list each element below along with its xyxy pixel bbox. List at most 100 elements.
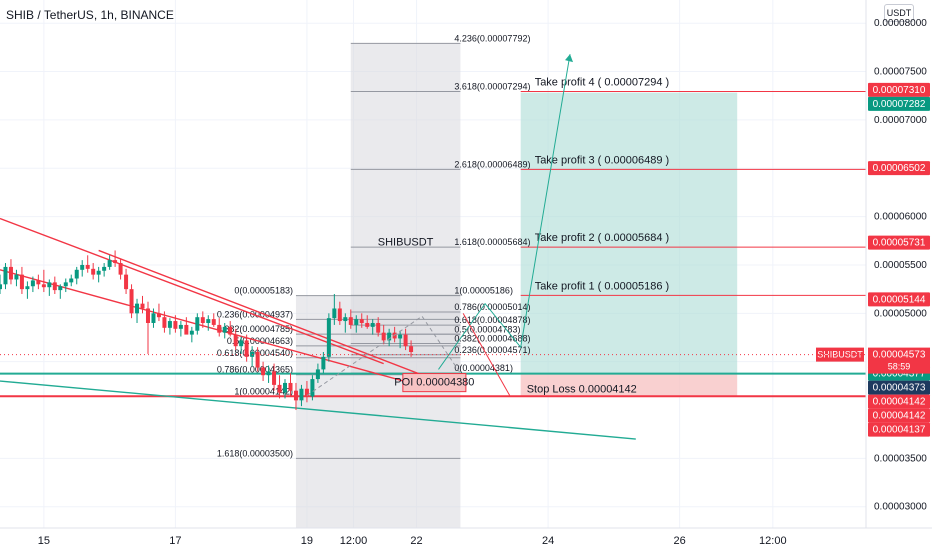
candle-body xyxy=(200,317,205,323)
candle-body xyxy=(0,284,2,290)
price-tag-value: 0.00004142 xyxy=(873,397,926,408)
candle-body xyxy=(118,263,123,275)
price-tag xyxy=(868,422,930,437)
price-tag xyxy=(868,235,930,250)
fib-extension-label: 0.382(0.00004688) xyxy=(454,333,530,343)
candle-body xyxy=(8,266,13,280)
candle-body xyxy=(343,317,348,322)
candle-body xyxy=(47,282,52,288)
candle-body xyxy=(409,346,414,352)
price-axis-tick: 0.00005500 xyxy=(874,260,927,271)
time-axis-tick: 19 xyxy=(301,535,313,547)
candle-body xyxy=(266,371,271,376)
time-axis-tick: 24 xyxy=(542,535,554,547)
fib-level-label: 0(0.00005183) xyxy=(234,286,293,296)
price-tag xyxy=(868,96,930,111)
price-tag xyxy=(868,408,930,423)
candle-body xyxy=(167,321,172,328)
price-tag-value: 0.00004137 xyxy=(873,425,926,436)
price-axis-tick: 0.00008000 xyxy=(874,18,927,29)
fib-level-label: 0.382(0.00004785) xyxy=(217,324,293,334)
time-axis-tick: 22 xyxy=(410,535,422,547)
candle-body xyxy=(145,308,150,323)
take-profit-label: Take profit 2 ( 0.00005684 ) xyxy=(535,232,670,244)
candle-body xyxy=(255,352,260,368)
currency-button[interactable]: USDT xyxy=(884,4,914,22)
candle-body xyxy=(69,278,74,283)
candle-body xyxy=(85,264,90,269)
candle-body xyxy=(195,317,200,331)
candle-body xyxy=(156,313,161,318)
last-price-tag xyxy=(868,347,930,374)
candle-body xyxy=(370,322,375,327)
time-axis-tick: 15 xyxy=(38,535,50,547)
fib-extension-label: 0.786(0.00005014) xyxy=(454,302,530,312)
candle-body xyxy=(277,384,282,393)
candle-body xyxy=(178,324,183,329)
candle-body xyxy=(102,266,107,271)
candle-body xyxy=(326,318,331,357)
candle-body xyxy=(52,282,57,291)
projection-path xyxy=(438,54,571,370)
stop-loss-label: Stop Loss 0.00004142 xyxy=(527,383,637,395)
price-axis-tick: 0.00007000 xyxy=(874,115,927,126)
price-tag-value: 0.00004373 xyxy=(873,383,926,394)
take-profit-label: Take profit 3 ( 0.00006489 ) xyxy=(535,154,670,166)
price-axis-tick: 0.00005000 xyxy=(874,308,927,319)
price-tag-value: 0.00004142 xyxy=(873,411,926,422)
candle-body xyxy=(283,382,288,393)
price-tag xyxy=(868,394,930,409)
candle-body xyxy=(140,303,145,309)
candle-body xyxy=(184,324,189,335)
price-tag-value: 0.00006502 xyxy=(873,163,926,174)
candle-body xyxy=(217,324,222,333)
trend-line xyxy=(98,249,461,391)
candle-body xyxy=(272,371,277,385)
time-axis-tick: 12:00 xyxy=(759,535,787,547)
price-tag-value: 0.00005144 xyxy=(873,294,926,305)
candle-body xyxy=(135,303,140,314)
candle-body xyxy=(239,340,244,347)
candle-body xyxy=(107,260,112,267)
time-axis-tick: 12:00 xyxy=(340,535,368,547)
fib-extension-label: 0.5(0.00004783) xyxy=(454,324,520,334)
bearish-arrow xyxy=(462,313,511,396)
candle-body xyxy=(3,266,8,285)
price-axis-tick: 0.00006000 xyxy=(874,212,927,223)
last-price-countdown: 58:59 xyxy=(888,362,911,372)
candle-body xyxy=(376,322,381,333)
fib-extension-label: 1(0.00005186) xyxy=(454,285,513,295)
candle-body xyxy=(321,356,326,370)
candle-body xyxy=(398,334,403,339)
candle-body xyxy=(233,334,238,347)
price-tag-value: 0.00004377 xyxy=(873,369,926,380)
fib-extension-label: 2.618(0.00006489) xyxy=(454,159,530,169)
fib-level-label: 0.786(0.00004365) xyxy=(217,365,293,375)
price-tag xyxy=(868,161,930,176)
candle-body xyxy=(41,284,46,288)
last-price-value: 0.00004573 xyxy=(873,350,926,361)
fib-extension-label: 3.618(0.00007294) xyxy=(454,81,530,91)
candle-body xyxy=(189,330,194,335)
candle-body xyxy=(173,321,178,329)
candle-body xyxy=(359,319,364,323)
fib-extension-label: 0.236(0.00004571) xyxy=(454,345,530,355)
candle-body xyxy=(63,282,68,287)
candle-body xyxy=(228,326,233,335)
candle-body xyxy=(304,388,309,397)
candle-body xyxy=(129,289,134,314)
candle-body xyxy=(124,274,129,290)
fib-extension-label: 1.618(0.00005684) xyxy=(454,237,530,247)
candle-body xyxy=(332,308,337,319)
poi-label: POI 0.00004380 xyxy=(394,377,474,389)
long-position-loss-zone xyxy=(520,373,738,397)
candle-body xyxy=(354,319,359,325)
candle-body xyxy=(25,286,30,290)
trend-line xyxy=(0,380,636,440)
candle-body xyxy=(58,286,63,291)
price-tag-value: 0.00007310 xyxy=(873,85,926,96)
price-tag xyxy=(868,82,930,97)
time-axis-tick: 26 xyxy=(674,535,686,547)
candle-body xyxy=(36,280,41,285)
